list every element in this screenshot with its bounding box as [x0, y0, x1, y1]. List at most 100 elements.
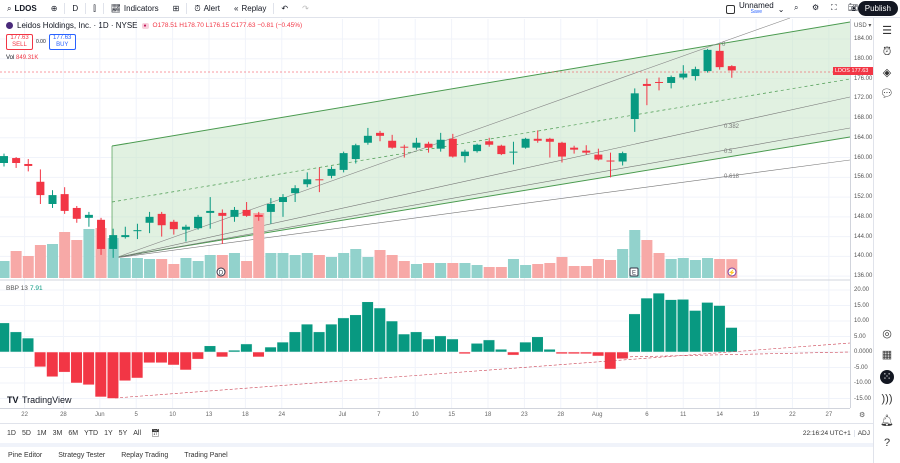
bbp-bar — [531, 336, 544, 353]
volume-bar — [702, 258, 714, 278]
settings-icon[interactable]: ⚙ — [812, 3, 820, 12]
notifications-icon[interactable]: 🔔︎ — [880, 415, 894, 427]
volume-bar — [677, 258, 689, 278]
range-3m[interactable]: 3M — [52, 429, 63, 437]
range-ytd[interactable]: YTD — [84, 429, 99, 437]
bbp-axis-label: 0.0000 — [854, 349, 873, 355]
target-icon[interactable]: ◎ — [882, 328, 892, 340]
indicators-icon: 📈︎ — [110, 4, 121, 13]
tab-replay-trading[interactable]: Replay Trading — [121, 451, 169, 459]
price-axis-label: 136.00 — [854, 273, 873, 280]
bbp-bar — [519, 341, 532, 353]
dividend-marker[interactable]: D — [216, 267, 226, 277]
layout-selector[interactable]: Unnamed Save ⌄ — [726, 2, 784, 16]
replay-button[interactable]: «Replay — [234, 4, 267, 13]
range-1m[interactable]: 1M — [36, 429, 47, 437]
adj-toggle[interactable]: ADJ — [853, 429, 873, 437]
layers-icon[interactable]: ◈ — [882, 67, 892, 79]
date-axis-label: 7 — [377, 412, 381, 418]
fib-label-05: 0.5 — [724, 149, 733, 155]
time-axis[interactable]: 22 28 Jun 5 10 13 18 24 Jul 7 10 15 18 23 28 Aug 6 11 14 19… — [0, 408, 850, 423]
range-5d[interactable]: 5D — [21, 429, 31, 437]
clock[interactable]: 22:16:24 UTC+1 — [802, 429, 851, 437]
bbp-bar — [470, 343, 483, 353]
alert-button[interactable]: ⏰︎ Alert — [194, 3, 221, 14]
bbp-bar — [155, 351, 168, 364]
tab-strategy-tester[interactable]: Strategy Tester — [58, 451, 106, 459]
volume-bar — [629, 230, 641, 278]
price-axis[interactable]: USD ▾ 184.00 180.00 176.00 172.00 168.00 164.… — [833, 19, 874, 419]
interval-button[interactable]: D — [72, 4, 79, 13]
range-5y[interactable]: 5Y — [118, 429, 128, 437]
watchlist-icon[interactable]: ☰ — [882, 25, 892, 37]
volume-bar — [495, 267, 507, 278]
camera-icon[interactable]: 📷︎ — [848, 3, 859, 12]
price-axis-label: 172.00 — [854, 95, 873, 102]
date-axis-label: 5 — [134, 412, 138, 418]
quick-search-icon[interactable]: ⌕ — [794, 3, 799, 12]
calendar-icon[interactable]: ▦ — [881, 349, 893, 361]
candle-down — [24, 163, 33, 166]
bbp-bar — [216, 351, 229, 358]
stream-icon[interactable]: ))) — [881, 393, 893, 405]
compare-button[interactable]: ⊕ — [44, 0, 65, 18]
bbp-bar — [337, 317, 350, 353]
date-axis-label: 13 — [205, 412, 213, 418]
volume-bar — [665, 259, 677, 278]
svg-text:⚡: ⚡ — [728, 269, 735, 277]
earnings-marker[interactable]: E — [629, 267, 639, 277]
volume-bar — [532, 264, 544, 278]
alerts-icon[interactable]: ⏰︎ — [882, 46, 892, 58]
chevron-down-icon: ⌄ — [777, 4, 785, 14]
date-axis-label: Jul — [338, 412, 347, 418]
range-all[interactable]: All — [133, 429, 142, 437]
bbp-bar — [652, 292, 665, 353]
volume-bar — [520, 265, 532, 278]
sell-button[interactable]: 177.63 SELL — [6, 34, 33, 50]
buy-button[interactable]: 177.63 BUY — [48, 34, 76, 50]
currency-selector[interactable]: USD ▾ — [854, 23, 872, 29]
candle-up — [230, 209, 239, 217]
volume-bar — [386, 255, 398, 278]
range-1d[interactable]: 1D — [7, 429, 16, 437]
apps-grid-icon[interactable]: ⁙ — [880, 370, 894, 384]
bbp-trendline-2 — [619, 351, 850, 358]
undo-button[interactable]: ↶ — [281, 4, 289, 13]
bbp-bar — [240, 343, 253, 353]
chat-icon[interactable]: 💬︎ — [880, 88, 894, 100]
indicators-button[interactable]: 📈︎ Indicators — [110, 4, 159, 13]
chart-canvas[interactable]: 0 0.382 0.5 0.618 D E ⚡ BBP 13 7.91 TV Tr… — [0, 0, 850, 408]
fullscreen-icon[interactable]: ⛶ — [831, 3, 837, 12]
volume-bar — [350, 249, 362, 278]
bbp-bar — [713, 305, 726, 353]
help-icon[interactable]: ? — [883, 437, 891, 449]
volume-bar — [180, 258, 192, 278]
tab-trading-panel[interactable]: Trading Panel — [184, 451, 228, 459]
tab-pine-editor[interactable]: Pine Editor — [8, 451, 43, 459]
bbp-bar — [495, 348, 508, 353]
goto-date-icon[interactable]: 📅︎ — [151, 430, 160, 437]
redo-button[interactable]: ↷ — [302, 4, 309, 13]
symbol-search[interactable]: ⌕ LDOS — [7, 3, 37, 14]
price-axis-label: 168.00 — [854, 115, 873, 122]
bbp-bar — [543, 348, 556, 353]
chart-type-button[interactable]: ⫿ — [86, 0, 103, 18]
volume-bar — [313, 255, 325, 278]
bbp-bar — [373, 307, 386, 353]
symbol-title[interactable]: Leidos Holdings, Inc. · 1D · NYSE — [17, 21, 138, 30]
volume-bar — [471, 265, 483, 278]
split-marker[interactable]: ⚡ — [727, 267, 737, 277]
market-status-icon[interactable]: ● — [141, 22, 149, 29]
candle-down — [642, 83, 651, 86]
svg-text:TradingView: TradingView — [22, 395, 72, 405]
range-6m[interactable]: 6M — [68, 429, 79, 437]
axis-settings-icon[interactable]: ⚙ — [859, 412, 866, 419]
bbp-axis-label: 15.00 — [854, 302, 870, 309]
templates-button[interactable]: ⊞ — [166, 0, 187, 18]
bbp-bar — [640, 297, 653, 353]
publish-button[interactable]: Publish — [857, 1, 898, 16]
bbp-bar — [410, 331, 423, 353]
date-axis-label: 10 — [411, 412, 419, 418]
svg-text:E: E — [632, 271, 636, 277]
range-1y[interactable]: 1Y — [104, 429, 113, 437]
